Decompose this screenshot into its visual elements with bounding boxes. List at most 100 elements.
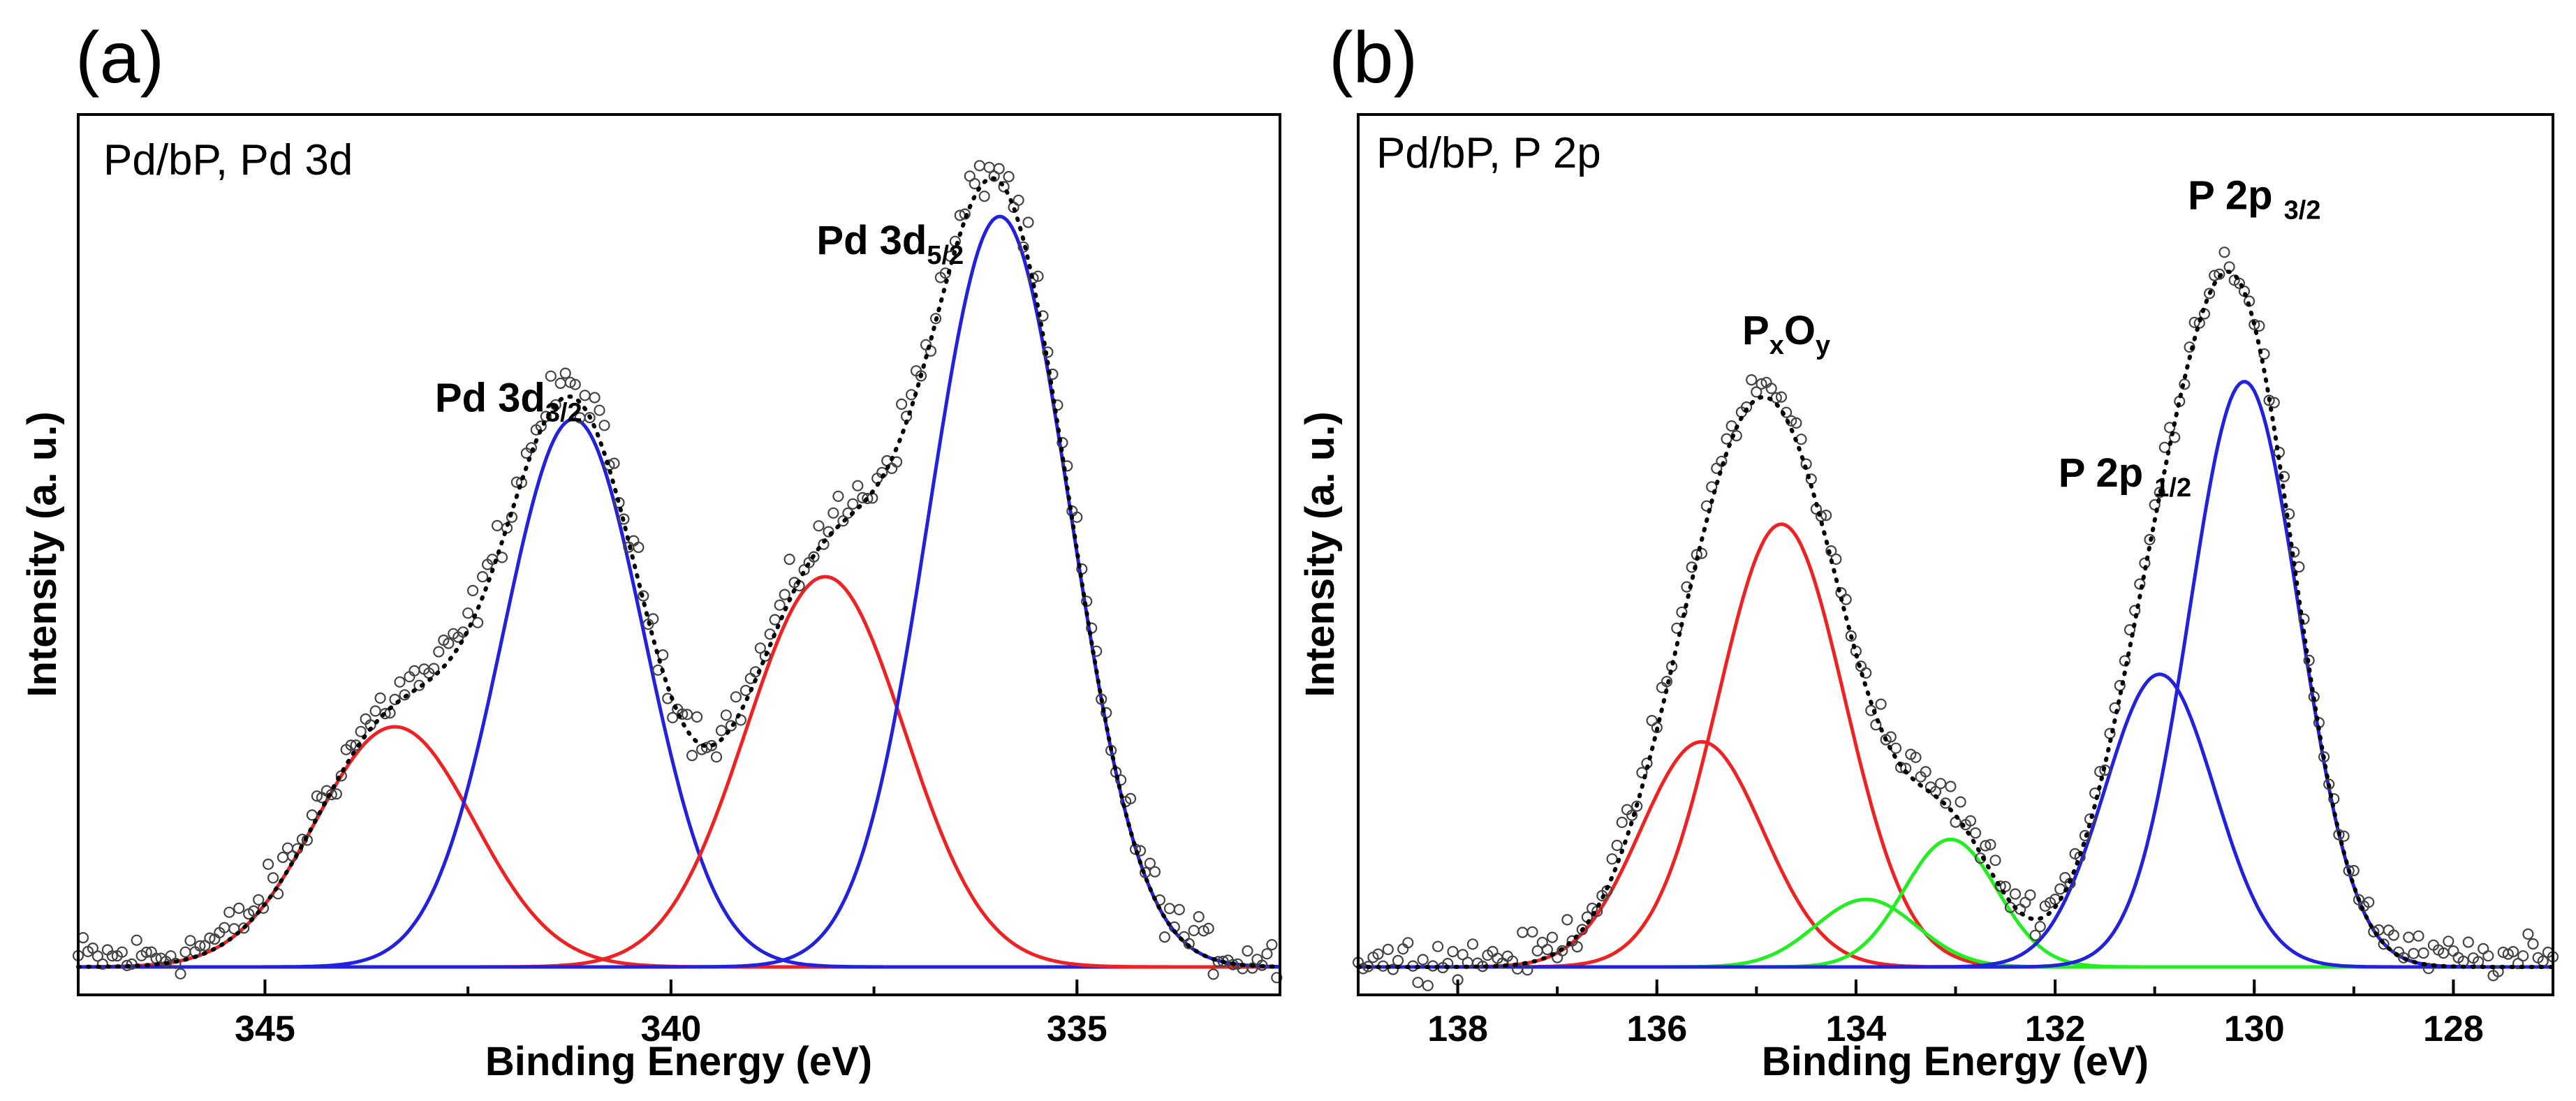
raw-data-point: [2288, 546, 2300, 558]
raw-data-point: [2029, 929, 2041, 941]
raw-data-point: [1721, 433, 1732, 445]
raw-data-point: [779, 589, 790, 600]
raw-data-point: [1173, 903, 1185, 916]
raw-data-point: [1193, 910, 1205, 923]
raw-data-point: [2512, 957, 2524, 970]
raw-data-point: [2517, 950, 2529, 962]
raw-data-point: [1706, 481, 1718, 493]
raw-data-point: [2417, 947, 2429, 959]
raw-data-point: [2169, 431, 2181, 443]
raw-data-point: [2318, 751, 2330, 763]
raw-data-point: [554, 377, 566, 390]
raw-data-point: [2398, 952, 2410, 963]
raw-data-points-a: [72, 160, 1283, 984]
raw-data-point: [91, 950, 103, 962]
raw-data-point: [2448, 945, 2459, 957]
raw-data-point: [491, 519, 503, 532]
raw-data-point: [769, 614, 781, 626]
raw-data-point: [1052, 399, 1063, 411]
raw-data-point: [915, 370, 927, 382]
raw-data-point: [677, 708, 689, 721]
raw-data-point: [993, 163, 1005, 175]
raw-data-points-b: [1352, 246, 2559, 991]
raw-data-point: [106, 950, 118, 962]
raw-data-point: [550, 399, 561, 411]
raw-data-point: [204, 932, 216, 944]
raw-data-point: [2154, 487, 2165, 498]
raw-data-point: [1392, 954, 1404, 967]
raw-data-point: [1227, 959, 1239, 970]
raw-data-point: [510, 476, 523, 488]
raw-data-point: [862, 492, 874, 505]
raw-data-point: [584, 412, 596, 424]
raw-data-point: [657, 649, 669, 661]
peak-label-b-0: PxOy: [1742, 308, 1830, 360]
raw-data-point: [618, 513, 630, 525]
raw-data-point: [233, 902, 245, 915]
raw-data-point: [2378, 938, 2390, 950]
envelope-fit-a: [76, 176, 1282, 969]
raw-data-point: [1980, 840, 1992, 852]
raw-data-point: [929, 313, 942, 325]
raw-data-point: [1671, 622, 1683, 634]
raw-data-point: [428, 663, 440, 674]
raw-data-point: [1536, 936, 1548, 949]
raw-data-point: [1466, 938, 1479, 950]
raw-data-point: [1626, 809, 1638, 821]
raw-data-point: [1920, 766, 1931, 778]
raw-data-point: [1541, 943, 1553, 956]
component-curve-a-3: [78, 214, 1281, 969]
raw-data-point: [1096, 693, 1107, 705]
raw-data-point: [1362, 961, 1374, 973]
x-tick-label-b: 130: [2224, 1009, 2285, 1049]
raw-data-point: [394, 676, 406, 688]
raw-data-point: [1124, 792, 1137, 805]
raw-data-point: [1989, 855, 2001, 866]
raw-data-point: [686, 749, 698, 762]
raw-data-point: [466, 584, 479, 597]
raw-data-point: [2218, 246, 2230, 258]
panel-a-title: Pd/bP, Pd 3d: [103, 136, 353, 184]
raw-data-point: [175, 968, 186, 980]
raw-data-point: [1382, 943, 1394, 956]
raw-data-point: [1432, 940, 1444, 952]
raw-data-point: [131, 934, 142, 946]
raw-data-point: [1546, 931, 1559, 943]
raw-data-point: [2158, 441, 2170, 453]
envelope-fit-b: [1356, 269, 2555, 969]
raw-data-point: [1945, 781, 1957, 792]
raw-data-point: [691, 711, 703, 723]
raw-data-point: [1207, 968, 1219, 980]
x-tick-label-a: 340: [640, 1009, 701, 1049]
raw-data-point: [2249, 318, 2260, 330]
raw-data-point: [1756, 378, 1767, 390]
raw-data-point: [774, 599, 786, 611]
raw-data-point: [978, 191, 990, 202]
raw-data-point: [1183, 938, 1195, 949]
raw-data-point: [379, 707, 391, 720]
raw-data-point: [2323, 778, 2335, 790]
panel-a: (a) Pd/bP, Pd 3d Binding Energy (eV) Int…: [20, 17, 1283, 1084]
raw-data-point: [783, 553, 795, 566]
raw-data-point: [1144, 857, 1156, 869]
raw-data-point: [1372, 948, 1384, 960]
raw-data-point: [462, 607, 474, 619]
raw-data-point: [1417, 954, 1429, 966]
panel-a-xlabel: Binding Energy (eV): [485, 1039, 872, 1084]
raw-data-point: [476, 570, 489, 583]
raw-data-point: [1661, 675, 1673, 688]
raw-data-point: [638, 590, 649, 602]
raw-data-point: [1646, 714, 1658, 727]
raw-data-point: [1561, 914, 1573, 926]
raw-data-point: [1149, 866, 1161, 878]
raw-data-point: [1202, 922, 1214, 935]
raw-data-point: [823, 526, 834, 538]
raw-data-point: [2233, 277, 2245, 289]
raw-data-point: [1775, 391, 1788, 403]
raw-data-point: [1017, 241, 1029, 253]
raw-data-point: [267, 872, 279, 884]
raw-data-point: [1616, 816, 1628, 829]
raw-data-point: [1412, 977, 1424, 989]
raw-data-point: [277, 851, 289, 864]
raw-data-point: [1611, 839, 1623, 852]
